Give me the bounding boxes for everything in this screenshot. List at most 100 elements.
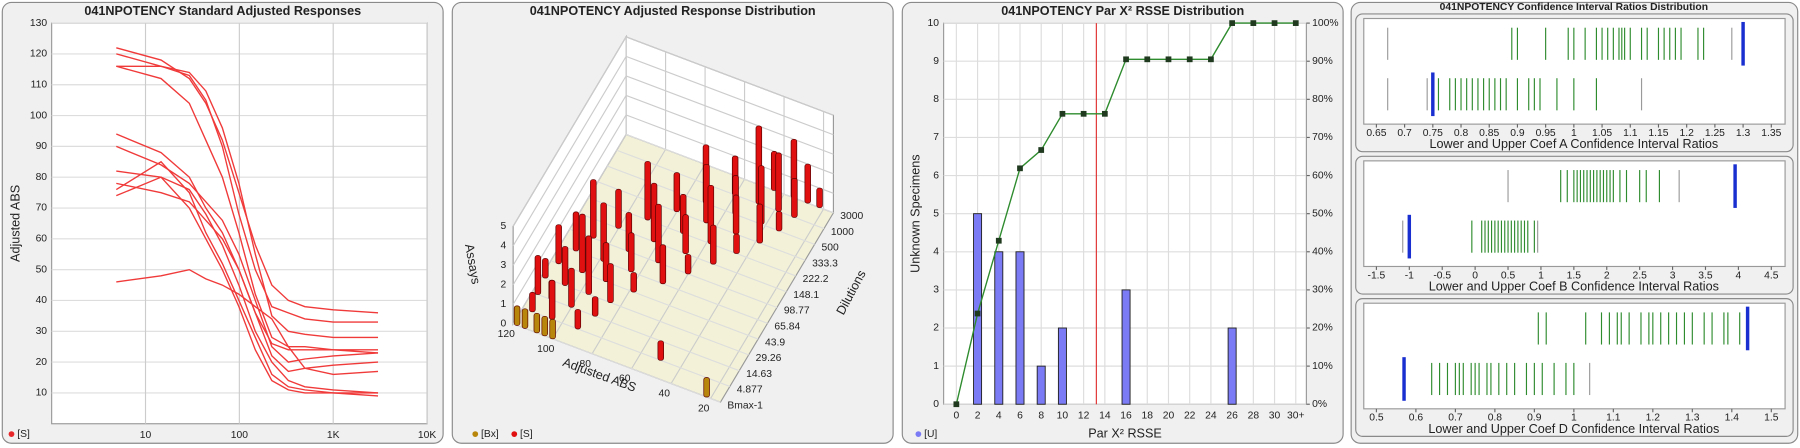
x-tick-label: 0.5 (1501, 270, 1516, 281)
x-tick-label: 10K (418, 430, 436, 441)
chart-title: 041NPOTENCY Par X² RSSE Distribution (1001, 4, 1244, 18)
x-axis-title: Lower and Upper Coef A Confidence Interv… (1429, 137, 1718, 151)
category-grid (616, 149, 825, 230)
x-tick-label: 0.75 (1423, 128, 1443, 139)
y-tick-label: 5 (933, 208, 939, 219)
bar (542, 258, 549, 279)
dilution-label: Bmax-1 (727, 400, 763, 411)
x-tick-label: 6 (1017, 410, 1023, 421)
dilution-label: 4.877 (737, 385, 763, 396)
legend-label: [Bx] (481, 429, 499, 440)
line-marker (974, 310, 981, 317)
x-tick-label: 1 (1571, 128, 1577, 139)
y-axis-title: Unknown Specimens (908, 154, 922, 272)
x-axis-title: Lower and Upper Coef D Confidence Interv… (1428, 422, 1719, 436)
y2-tick-label: 0% (1312, 399, 1327, 410)
bar (615, 188, 622, 229)
y-tick-label: 3 (933, 285, 939, 296)
legend-marker (8, 431, 15, 437)
x-tick-label: 0 (953, 410, 959, 421)
line-marker (1059, 110, 1066, 117)
x-tick-label: 0.6 (1409, 413, 1424, 424)
legend-marker (472, 431, 479, 437)
line-marker (1038, 147, 1045, 153)
y-tick-label: 130 (30, 18, 47, 29)
bar (775, 152, 782, 212)
bar (732, 194, 740, 235)
bar (513, 305, 521, 326)
line-marker (1101, 110, 1108, 117)
x-tick-label: 4.5 (1764, 270, 1779, 281)
z-tick-label: 2 (501, 280, 507, 291)
series-line (115, 160, 379, 394)
y-tick-label: 8 (933, 94, 939, 105)
series-line (116, 182, 379, 373)
x-tick-label: 3.5 (1698, 270, 1713, 281)
legend-marker (511, 431, 518, 437)
bar (1227, 327, 1237, 405)
legend-marker (915, 431, 922, 437)
x-tick-label: 8 (1038, 410, 1044, 421)
legend-label: [S] (17, 429, 30, 440)
bar (574, 309, 582, 330)
x-tick-label: 0.7 (1448, 413, 1463, 424)
line-marker (995, 237, 1002, 244)
y-tick-label: 20 (36, 357, 48, 368)
x-tick-label: 1.5 (1764, 413, 1779, 424)
x-tick-label: 0.8 (1454, 128, 1469, 139)
x-tick-label: 12 (1078, 410, 1090, 421)
category-grid (522, 307, 731, 387)
chart-title: 041NPOTENCY Adjusted Response Distributi… (530, 4, 816, 18)
x-tick-label: 0.8 (1488, 413, 1503, 424)
dilution-label: 29.26 (756, 353, 782, 364)
x-tick-label: -1.5 (1368, 270, 1386, 281)
x-tick-label: 80 (579, 359, 591, 370)
y-tick-label: 10 (36, 388, 48, 399)
bar (775, 211, 783, 232)
x-tick-label: 1.4 (1725, 413, 1740, 424)
x-tick-label: 1K (327, 430, 340, 441)
x-tick-label: 1.1 (1606, 413, 1621, 424)
legend-label: [S] (520, 429, 533, 440)
dilution-label: 333.3 (812, 258, 838, 269)
dilution-label: 98.77 (784, 306, 810, 317)
x-tick-label: 40 (658, 389, 670, 400)
line-marker (1208, 56, 1214, 63)
bar (1121, 289, 1131, 405)
z-tick-label: 5 (501, 221, 507, 232)
dilution-label: 222.2 (803, 274, 829, 285)
category-grid (625, 133, 834, 214)
dilution-label: 65.84 (774, 321, 800, 332)
x-axis-title: Lower and Upper Coef B Confidence Interv… (1429, 279, 1719, 293)
bar (710, 224, 717, 265)
y-tick-label: 2 (933, 323, 939, 334)
line-marker (953, 401, 960, 408)
bar (703, 377, 710, 398)
series-line (116, 176, 379, 397)
line-marker (1229, 20, 1235, 26)
x-tick-label: 1.2 (1680, 128, 1695, 139)
category-grid (531, 291, 740, 372)
x-tick-label: 0.65 (1366, 128, 1386, 139)
bar (657, 340, 664, 361)
y-tick-label: 10 (928, 18, 940, 29)
bar (529, 291, 536, 313)
bar (644, 161, 651, 221)
y2-tick-label: 20% (1312, 323, 1333, 334)
x-tick-label: 0.9 (1510, 128, 1525, 139)
bar (791, 178, 798, 218)
x-tick-label: 1.1 (1623, 128, 1638, 139)
x-tick-label: 3 (1670, 270, 1676, 281)
y-tick-label: 100 (30, 110, 47, 121)
y2-tick-label: 80% (1312, 94, 1333, 105)
line-marker (1123, 56, 1129, 63)
z-axis-title: Assays (462, 243, 483, 285)
bar (591, 296, 599, 317)
y2-tick-label: 30% (1312, 285, 1333, 296)
series-line (116, 268, 379, 376)
y-tick-label: 90 (36, 141, 48, 152)
x-tick-label: 1.05 (1592, 128, 1612, 139)
x-tick-label: 18 (1142, 410, 1154, 421)
dilution-label: 3000 (840, 211, 863, 222)
bar (568, 267, 575, 308)
